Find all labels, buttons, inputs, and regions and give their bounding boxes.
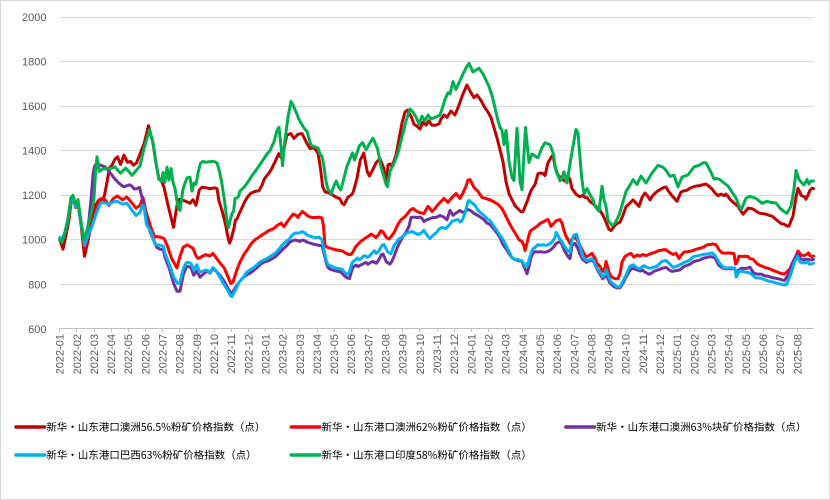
svg-text:2024-04: 2024-04 [518,334,530,374]
svg-text:2023-03: 2023-03 [295,334,307,374]
svg-text:2023-01: 2023-01 [261,334,273,374]
svg-text:2025-05: 2025-05 [741,334,753,374]
svg-text:2023-06: 2023-06 [346,334,358,374]
svg-text:2023-04: 2023-04 [312,334,324,374]
svg-text:2022-12: 2022-12 [243,334,255,374]
svg-text:2000: 2000 [22,12,46,24]
svg-text:2025-07: 2025-07 [775,334,787,374]
svg-text:1000: 1000 [22,235,46,247]
svg-text:2022-05: 2022-05 [123,334,135,374]
svg-text:600: 600 [28,324,46,336]
svg-text:2024-08: 2024-08 [586,334,598,374]
svg-text:2022-01: 2022-01 [55,334,67,374]
svg-text:2022-11: 2022-11 [226,334,238,374]
svg-text:2023-11: 2023-11 [432,334,444,374]
svg-text:2024-02: 2024-02 [484,334,496,374]
svg-text:1200: 1200 [22,190,46,202]
svg-text:2024-09: 2024-09 [604,334,616,374]
svg-text:2024-07: 2024-07 [569,334,581,374]
svg-text:2025-04: 2025-04 [724,334,736,374]
svg-text:1400: 1400 [22,146,46,158]
svg-text:2022-02: 2022-02 [72,334,84,374]
svg-text:2024-05: 2024-05 [535,334,547,374]
svg-text:2025-08: 2025-08 [792,334,804,374]
svg-text:2024-12: 2024-12 [655,334,667,374]
svg-text:2023-09: 2023-09 [398,334,410,374]
svg-text:2023-02: 2023-02 [278,334,290,374]
svg-text:2022-08: 2022-08 [175,334,187,374]
svg-text:2024-11: 2024-11 [638,334,650,374]
svg-text:2024-01: 2024-01 [466,334,478,374]
svg-text:2022-06: 2022-06 [140,334,152,374]
svg-text:2023-08: 2023-08 [381,334,393,374]
svg-text:2022-09: 2022-09 [192,334,204,374]
svg-text:2022-03: 2022-03 [89,334,101,374]
svg-text:2022-07: 2022-07 [158,334,170,374]
svg-text:1600: 1600 [22,101,46,113]
svg-text:2024-06: 2024-06 [552,334,564,374]
svg-text:2024-10: 2024-10 [621,334,633,374]
svg-text:800: 800 [28,279,46,291]
svg-text:2025-02: 2025-02 [689,334,701,374]
svg-text:2023-12: 2023-12 [449,334,461,374]
svg-text:2023-05: 2023-05 [329,334,341,374]
svg-text:2025-06: 2025-06 [758,334,770,374]
svg-text:2022-10: 2022-10 [209,334,221,374]
svg-text:2025-01: 2025-01 [672,334,684,374]
svg-text:2022-04: 2022-04 [106,334,118,374]
svg-text:2023-07: 2023-07 [363,334,375,374]
svg-text:1800: 1800 [22,57,46,69]
svg-text:2025-03: 2025-03 [707,334,719,374]
svg-text:2024-03: 2024-03 [501,334,513,374]
svg-text:2023-10: 2023-10 [415,334,427,374]
